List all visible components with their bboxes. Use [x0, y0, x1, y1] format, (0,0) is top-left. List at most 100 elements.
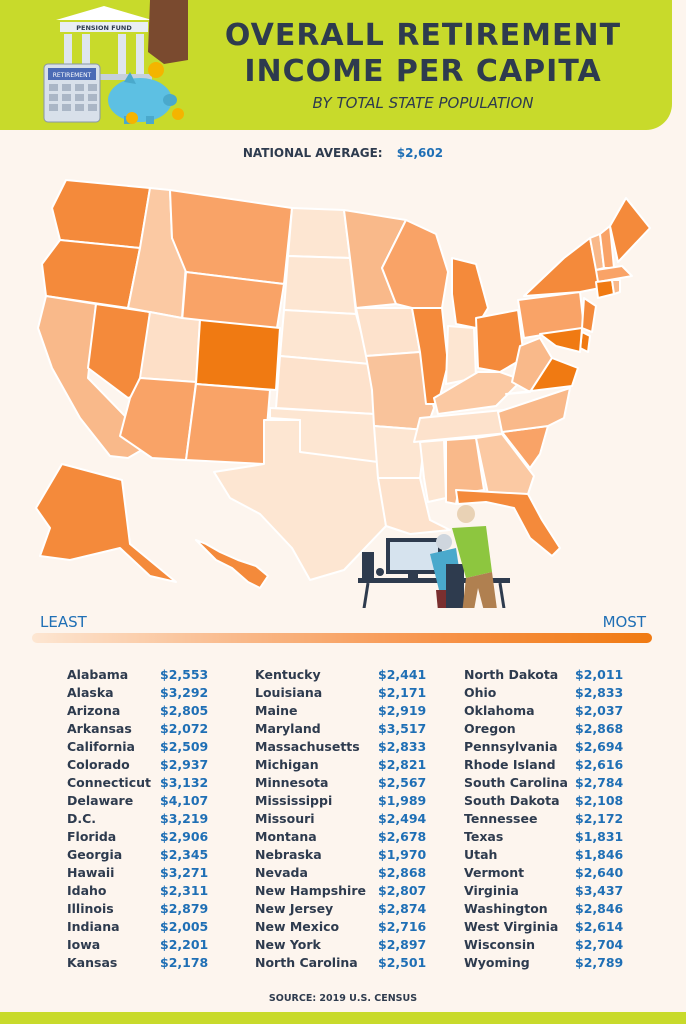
state-name: Idaho [67, 883, 107, 898]
state-value: $1,846 [575, 847, 624, 862]
color-scale-bar [32, 633, 652, 643]
state-value: $2,501 [378, 955, 427, 970]
state-name: Missouri [255, 811, 315, 826]
footer-bar [0, 1012, 686, 1024]
state-value: $3,132 [160, 775, 209, 790]
state-washington [51, 179, 151, 249]
state-south-dakota [283, 255, 357, 315]
state-value: $2,678 [378, 829, 427, 844]
state-name: California [67, 739, 135, 754]
state-name: New York [255, 937, 321, 952]
state-value: $2,509 [160, 739, 209, 754]
state-nebraska [279, 309, 371, 365]
state-florida [455, 489, 561, 557]
state-name: Hawaii [67, 865, 115, 880]
state-value: $2,833 [575, 685, 624, 700]
state-value: $1,970 [378, 847, 427, 862]
state-value: $1,831 [575, 829, 624, 844]
state-name: South Dakota [464, 793, 560, 808]
state-value: $2,011 [575, 667, 624, 682]
state-value: $2,171 [378, 685, 427, 700]
calculator-screen-text: RETIREMENT [53, 72, 92, 79]
state-value: $3,292 [160, 685, 209, 700]
state-name: Georgia [67, 847, 123, 862]
calculator-icon: RETIREMENT [43, 63, 101, 123]
state-colorado [195, 319, 281, 391]
state-value: $2,640 [575, 865, 624, 880]
state-new-york [523, 237, 601, 297]
state-name: Florida [67, 829, 117, 844]
state-texas [213, 419, 387, 581]
state-name: Washington [464, 901, 548, 916]
pension-fund-bank-icon: PENSION FUND [56, 6, 152, 80]
state-name: Indiana [67, 919, 120, 934]
state-value: $3,271 [160, 865, 209, 880]
state-name: Oregon [464, 721, 516, 736]
state-value: $2,005 [160, 919, 209, 934]
state-mississippi [419, 439, 447, 503]
national-average-value: $2,602 [396, 146, 444, 160]
state-value: $2,704 [575, 937, 624, 952]
pension-fund-illustration: PENSION FUND RETIREMENT [43, 0, 188, 124]
us-choropleth-map [35, 179, 651, 608]
state-name: Connecticut [67, 775, 151, 790]
national-average: NATIONAL AVERAGE: $2,602 [0, 146, 686, 160]
state-value: $2,567 [378, 775, 427, 790]
state-name: Tennessee [464, 811, 538, 826]
state-name: New Mexico [255, 919, 340, 934]
state-ohio [475, 309, 525, 373]
state-name: West Virginia [464, 919, 559, 934]
state-louisiana [377, 477, 451, 535]
state-value: $2,172 [575, 811, 624, 826]
state-name: North Carolina [255, 955, 358, 970]
state-name: South Carolina [464, 775, 568, 790]
state-name: New Jersey [255, 901, 334, 916]
state-name: Iowa [67, 937, 101, 952]
state-new-jersey [581, 297, 597, 333]
state-value: $2,716 [378, 919, 427, 934]
state-value: $2,879 [160, 901, 209, 916]
state-name: Colorado [67, 757, 130, 772]
state-maine [609, 197, 651, 263]
state-name: Mississippi [255, 793, 333, 808]
state-value: $2,868 [378, 865, 427, 880]
state-name: D.C. [67, 811, 97, 826]
state-value: $2,874 [378, 901, 427, 916]
state-alaska [35, 463, 177, 583]
state-value: $3,219 [160, 811, 209, 826]
state-name: Illinois [67, 901, 114, 916]
state-name: Delaware [67, 793, 134, 808]
state-georgia [475, 433, 535, 495]
state-value: $2,037 [575, 703, 624, 718]
state-value: $2,868 [575, 721, 624, 736]
state-name: Minnesota [255, 775, 329, 790]
state-name: Kentucky [255, 667, 321, 682]
state-value: $2,937 [160, 757, 209, 772]
state-montana [169, 189, 293, 285]
state-name: Maryland [255, 721, 321, 736]
state-name: North Dakota [464, 667, 559, 682]
state-value: $2,345 [160, 847, 209, 862]
state-name: Kansas [67, 955, 118, 970]
state-value: $2,494 [378, 811, 427, 826]
scale-most-label: MOST [602, 613, 646, 631]
state-value: $2,614 [575, 919, 624, 934]
state-name: Texas [464, 829, 504, 844]
state-rhode-island [611, 279, 621, 295]
state-value: $3,517 [378, 721, 427, 736]
state-name: Rhode Island [464, 757, 556, 772]
bank-sign-text: PENSION FUND [76, 24, 132, 32]
state-name: Wisconsin [464, 937, 536, 952]
state-utah [139, 311, 201, 383]
state-connecticut [595, 279, 615, 299]
state-value: $2,789 [575, 955, 624, 970]
state-value: $2,906 [160, 829, 209, 844]
state-name: Alaska [67, 685, 114, 700]
state-name: Montana [255, 829, 317, 844]
state-value: $2,072 [160, 721, 209, 736]
state-value: $2,178 [160, 955, 209, 970]
state-value: $2,821 [378, 757, 427, 772]
state-iowa [355, 307, 421, 357]
state-name: Massachusetts [255, 739, 360, 754]
state-massachusetts [595, 265, 633, 283]
